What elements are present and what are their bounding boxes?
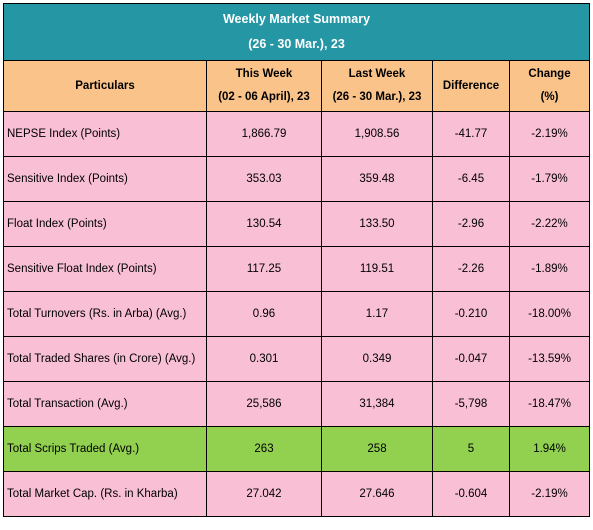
row-last-week: 119.51 xyxy=(321,246,433,292)
row-label: Sensitive Float Index (Points) xyxy=(3,246,207,292)
row-label: Total Turnovers (Rs. in Arba) (Avg.) xyxy=(3,291,207,337)
row-this-week: 25,586 xyxy=(206,381,322,427)
header-last-week-label: Last Week xyxy=(348,68,406,80)
row-label: Total Market Cap. (Rs. in Kharba) xyxy=(3,471,207,517)
table-row: Sensitive Float Index (Points) 117.25 11… xyxy=(3,246,591,292)
row-label: Sensitive Index (Points) xyxy=(3,156,207,202)
header-this-week: This Week (02 - 06 April), 23 xyxy=(206,60,322,112)
row-change: -18.00% xyxy=(508,291,591,337)
row-this-week: 130.54 xyxy=(206,201,322,247)
table-row: Total Turnovers (Rs. in Arba) (Avg.) 0.9… xyxy=(3,291,591,337)
row-difference: -0.210 xyxy=(432,291,510,337)
header-this-week-label: This Week xyxy=(235,68,293,80)
title-line-1: Weekly Market Summary xyxy=(222,12,371,26)
market-summary-container: Weekly Market Summary (26 - 30 Mar.), 23… xyxy=(2,3,591,517)
row-last-week: 0.349 xyxy=(321,336,433,382)
row-change: -13.59% xyxy=(508,336,591,382)
row-label: Float Index (Points) xyxy=(3,201,207,247)
header-difference: Difference xyxy=(432,60,510,112)
table-row: Total Transaction (Avg.) 25,586 31,384 -… xyxy=(3,381,591,427)
table-row: Float Index (Points) 130.54 133.50 -2.96… xyxy=(3,201,591,247)
row-change: -2.19% xyxy=(508,111,591,157)
row-last-week: 1,908.56 xyxy=(321,111,433,157)
row-difference: -2.26 xyxy=(432,246,510,292)
row-change: -2.22% xyxy=(508,201,591,247)
row-difference: 5 xyxy=(432,426,510,472)
row-this-week: 263 xyxy=(206,426,322,472)
row-last-week: 1.17 xyxy=(321,291,433,337)
table-row: Sensitive Index (Points) 353.03 359.48 -… xyxy=(3,156,591,202)
header-change: Change (%) xyxy=(508,60,591,112)
header-last-week-range: (26 - 30 Mar.), 23 xyxy=(332,91,422,103)
table-row-highlighted: Total Scrips Traded (Avg.) 263 258 5 1.9… xyxy=(3,426,591,472)
title-row: Weekly Market Summary (26 - 30 Mar.), 23 xyxy=(2,3,591,61)
row-difference: -2.96 xyxy=(432,201,510,247)
header-change-label: Change xyxy=(528,68,571,80)
row-change: -2.19% xyxy=(508,471,591,517)
row-this-week: 0.301 xyxy=(206,336,322,382)
row-last-week: 27.646 xyxy=(321,471,433,517)
row-last-week: 359.48 xyxy=(321,156,433,202)
table-row: Total Traded Shares (in Crore) (Avg.) 0.… xyxy=(3,336,591,382)
row-this-week: 1,866.79 xyxy=(206,111,322,157)
header-this-week-range: (02 - 06 April), 23 xyxy=(218,91,310,103)
row-difference: -41.77 xyxy=(432,111,510,157)
row-this-week: 0.96 xyxy=(206,291,322,337)
row-change: -1.89% xyxy=(508,246,591,292)
row-difference: -6.45 xyxy=(432,156,510,202)
header-particulars: Particulars xyxy=(3,60,207,112)
row-last-week: 133.50 xyxy=(321,201,433,247)
row-change: -1.79% xyxy=(508,156,591,202)
row-change: 1.94% xyxy=(508,426,591,472)
row-difference: -0.604 xyxy=(432,471,510,517)
header-change-unit: (%) xyxy=(540,91,559,103)
row-label: Total Transaction (Avg.) xyxy=(3,381,207,427)
header-row: Particulars This Week (02 - 06 April), 2… xyxy=(3,60,591,112)
row-change: -18.47% xyxy=(508,381,591,427)
table-title: Weekly Market Summary (26 - 30 Mar.), 23 xyxy=(2,3,591,61)
table-row: Total Market Cap. (Rs. in Kharba) 27.042… xyxy=(3,471,591,517)
row-difference: -0.047 xyxy=(432,336,510,382)
market-summary-table: Weekly Market Summary (26 - 30 Mar.), 23… xyxy=(2,3,591,517)
row-last-week: 31,384 xyxy=(321,381,433,427)
row-last-week: 258 xyxy=(321,426,433,472)
header-last-week: Last Week (26 - 30 Mar.), 23 xyxy=(321,60,433,112)
title-line-2: (26 - 30 Mar.), 23 xyxy=(248,37,345,51)
row-label: NEPSE Index (Points) xyxy=(3,111,207,157)
row-label: Total Scrips Traded (Avg.) xyxy=(3,426,207,472)
row-label: Total Traded Shares (in Crore) (Avg.) xyxy=(3,336,207,382)
row-this-week: 353.03 xyxy=(206,156,322,202)
row-this-week: 27.042 xyxy=(206,471,322,517)
table-row: NEPSE Index (Points) 1,866.79 1,908.56 -… xyxy=(3,111,591,157)
row-this-week: 117.25 xyxy=(206,246,322,292)
row-difference: -5,798 xyxy=(432,381,510,427)
